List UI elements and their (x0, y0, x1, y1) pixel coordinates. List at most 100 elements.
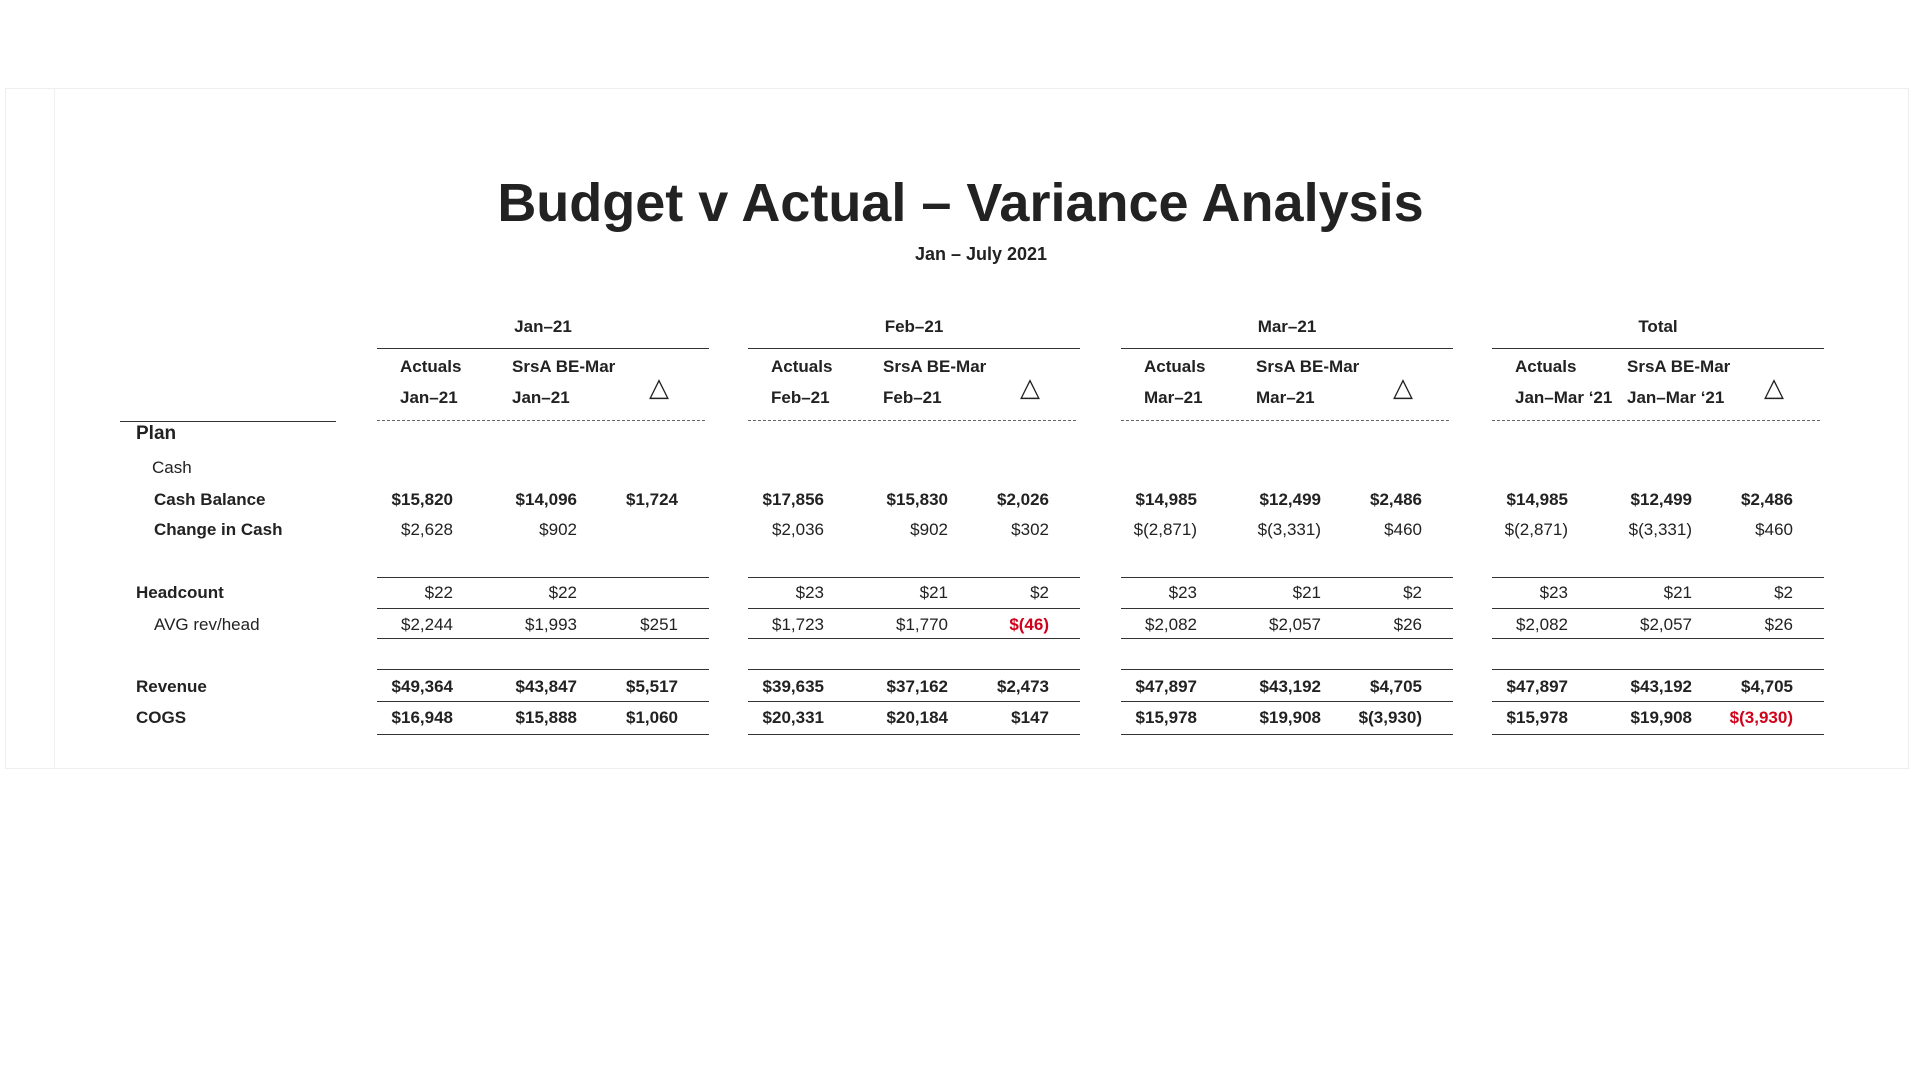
group-rule (1121, 348, 1453, 349)
group-rule (748, 348, 1080, 349)
row-rule (748, 638, 1080, 639)
cell: $2,628 (401, 520, 453, 539)
cell: $2,486 (1370, 490, 1422, 509)
cell: $2,082 (1516, 615, 1568, 634)
cell: $19,908 (1259, 708, 1321, 727)
group-header: Feb–21 (884, 317, 944, 336)
row-rule (748, 608, 1080, 609)
row-rule (1121, 638, 1453, 639)
row-rule (748, 701, 1080, 702)
cell: $1,724 (626, 490, 678, 509)
cell: $47,897 (1506, 677, 1568, 696)
header-rule (748, 420, 1076, 421)
cell: $2,036 (772, 520, 824, 539)
cell: $2,057 (1269, 615, 1321, 634)
column-header: Jan–21 (512, 388, 570, 407)
group-rule (1492, 348, 1824, 349)
delta-symbol: △ (649, 372, 669, 402)
cell: $1,993 (525, 615, 577, 634)
delta-symbol: △ (1393, 372, 1413, 402)
cell: $14,096 (515, 490, 577, 509)
column-header: Mar–21 (1144, 388, 1203, 407)
cell: $22 (548, 583, 577, 602)
cell: $15,830 (886, 490, 948, 509)
cell: $2 (1774, 583, 1793, 602)
cell: $15,820 (391, 490, 453, 509)
cell: $(46) (1009, 615, 1049, 634)
group-header: Total (1638, 317, 1678, 336)
header-rule (1121, 420, 1449, 421)
cell: $2,082 (1145, 615, 1197, 634)
column-header: Actuals (400, 357, 462, 376)
column-header: Jan–Mar ‘21 (1515, 388, 1613, 407)
cell: $14,985 (1135, 490, 1197, 509)
cell: $39,635 (762, 677, 824, 696)
header-rule (377, 420, 705, 421)
cell: $(2,871) (1504, 520, 1568, 539)
cell: $23 (1539, 583, 1568, 602)
cell: $43,847 (515, 677, 577, 696)
cell: $15,978 (1506, 708, 1568, 727)
row-rule (1492, 638, 1824, 639)
cell: $2,473 (997, 677, 1049, 696)
row-label: Change in Cash (154, 520, 283, 539)
group-header: Mar–21 (1257, 317, 1317, 336)
cell: $902 (539, 520, 577, 539)
column-header: SrsA BE-Mar (883, 357, 987, 376)
column-header: Actuals (1515, 357, 1577, 376)
row-rule (1121, 577, 1453, 578)
row-rule (1492, 734, 1824, 735)
cell: $23 (1168, 583, 1197, 602)
cell: $2,244 (401, 615, 453, 634)
cell: $2,026 (997, 490, 1049, 509)
cell: $(3,930) (1358, 708, 1422, 727)
cell: $23 (795, 583, 824, 602)
column-header: Actuals (771, 357, 833, 376)
title: Budget v Actual – Variance Analysis (497, 173, 1424, 233)
row-rule (1492, 577, 1824, 578)
cell: $1,770 (896, 615, 948, 634)
cell: $43,192 (1259, 677, 1321, 696)
card-divider (54, 88, 55, 769)
row-rule (1492, 608, 1824, 609)
cell: $21 (1292, 583, 1321, 602)
cell: $2 (1030, 583, 1049, 602)
cell: $1,060 (626, 708, 678, 727)
cell: $20,331 (762, 708, 824, 727)
row-rule (748, 734, 1080, 735)
row-label: Plan (136, 423, 177, 444)
cell: $26 (1393, 615, 1422, 634)
column-header: Mar–21 (1256, 388, 1315, 407)
cell: $21 (1663, 583, 1692, 602)
cell: $26 (1764, 615, 1793, 634)
cell: $37,162 (886, 677, 948, 696)
cell: $251 (640, 615, 678, 634)
row-rule (1121, 701, 1453, 702)
cell: $4,705 (1370, 677, 1422, 696)
cell: $49,364 (391, 677, 453, 696)
column-header: Actuals (1144, 357, 1206, 376)
cell: $(3,331) (1628, 520, 1692, 539)
row-label: COGS (136, 708, 187, 727)
row-label: Cash (152, 458, 192, 477)
cell: $22 (424, 583, 453, 602)
row-label: AVG rev/head (154, 615, 260, 634)
column-header: Jan–21 (400, 388, 458, 407)
label-rule (120, 421, 336, 422)
cell: $47,897 (1135, 677, 1197, 696)
row-label: Revenue (136, 677, 207, 696)
cell: $2 (1403, 583, 1422, 602)
cell: $902 (910, 520, 948, 539)
cell: $15,978 (1135, 708, 1197, 727)
group-header: Jan–21 (514, 317, 572, 336)
row-rule (1492, 669, 1824, 670)
cell: $460 (1755, 520, 1793, 539)
row-rule (748, 577, 1080, 578)
cell: $(3,930) (1729, 708, 1793, 727)
row-rule (377, 701, 709, 702)
cell: $(3,331) (1257, 520, 1321, 539)
column-header: SrsA BE-Mar (512, 357, 616, 376)
cell: $20,184 (886, 708, 948, 727)
cell: $12,499 (1259, 490, 1321, 509)
